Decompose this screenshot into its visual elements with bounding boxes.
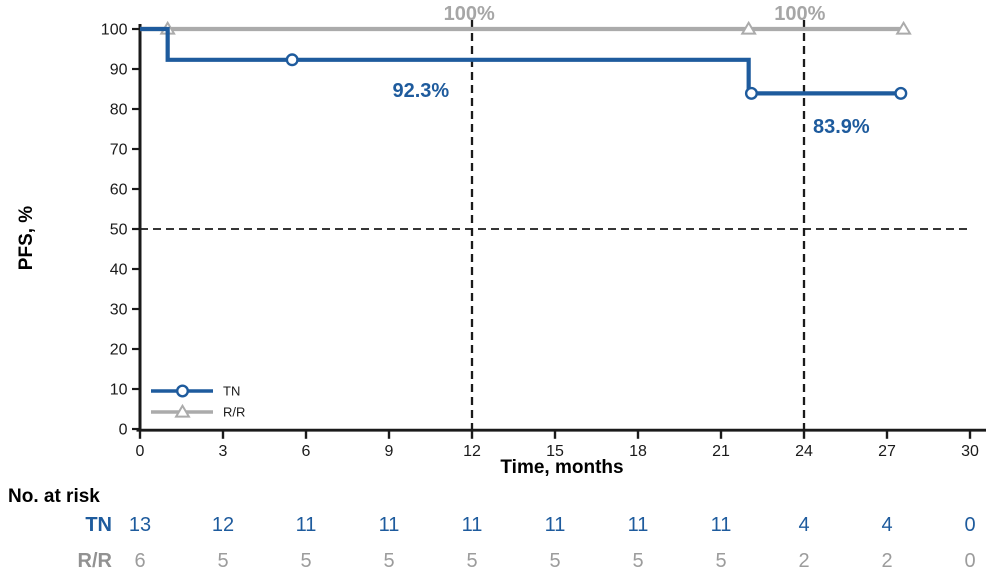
y-tick-label: 80	[110, 102, 128, 119]
x-tick-label: 24	[795, 443, 813, 460]
y-axis-title: PFS, %	[16, 206, 37, 271]
risk-table-title: No. at risk	[8, 486, 100, 507]
risk-count: 5	[383, 550, 394, 572]
risk-count: 2	[798, 550, 809, 572]
censor-circle-marker	[894, 86, 908, 100]
censor-triangle-marker	[174, 403, 191, 418]
series-lines	[140, 20, 912, 100]
x-tick-label: 18	[629, 443, 647, 460]
risk-count: 4	[881, 514, 892, 536]
axes: 0 10 20 30 40 50 60 70 80 90 100 0 3 6 9 12 15 18 21 24 27 30	[101, 22, 986, 460]
x-tick-label: 15	[546, 443, 564, 460]
y-tick-label: 90	[110, 62, 128, 79]
legend: TN R/R	[151, 384, 245, 420]
x-tick-label: 9	[385, 443, 394, 460]
y-tick-label: 100	[101, 22, 128, 39]
milestone-label: 100%	[444, 3, 495, 25]
y-tick-label: 0	[119, 422, 128, 439]
risk-count: 4	[798, 514, 809, 536]
risk-row-label-R/R: R/R	[78, 550, 113, 572]
x-tick-label: 30	[961, 443, 979, 460]
risk-count: 5	[300, 550, 311, 572]
y-tick-label: 60	[110, 182, 128, 199]
risk-count: 5	[632, 550, 643, 572]
risk-count: 5	[549, 550, 560, 572]
y-tick-label: 50	[110, 222, 128, 239]
risk-count: 12	[212, 514, 234, 536]
series-line-TN	[140, 26, 901, 96]
x-axis-title: Time, months	[500, 457, 623, 478]
milestone-label: 100%	[774, 3, 825, 25]
censor-circle-marker	[285, 53, 299, 67]
risk-count: 0	[964, 514, 975, 536]
risk-row-label-TN: TN	[85, 514, 112, 536]
y-tick-label: 70	[110, 142, 128, 159]
censor-triangle-marker	[895, 20, 912, 35]
risk-count: 0	[964, 550, 975, 572]
risk-count: 5	[217, 550, 228, 572]
x-tick-label: 3	[219, 443, 228, 460]
y-tick-label: 30	[110, 302, 128, 319]
y-tick-label: 20	[110, 342, 128, 359]
reference-lines	[140, 20, 970, 430]
x-tick-label: 0	[136, 443, 145, 460]
censor-triangle-marker	[740, 20, 757, 35]
x-tick-label: 27	[878, 443, 896, 460]
legend-label-TN: TN	[223, 384, 240, 399]
risk-table: No. at risk TN 13 12 11 11 11 11 11 11 4 4 0 R/R 6 5 5 5…	[8, 486, 976, 572]
risk-count: 11	[462, 514, 483, 536]
censor-circle-marker	[744, 86, 758, 100]
y-tick-label: 40	[110, 262, 128, 279]
y-tick-label: 10	[110, 382, 128, 399]
annotations: 100% 100% 92.3% 83.9%	[392, 3, 869, 138]
milestone-label: 92.3%	[392, 80, 449, 102]
risk-count: 11	[545, 514, 566, 536]
risk-count: 11	[628, 514, 649, 536]
x-tick-label: 12	[463, 443, 481, 460]
x-tick-label: 6	[302, 443, 311, 460]
censor-circle-marker	[175, 384, 189, 398]
x-tick-label: 21	[712, 443, 730, 460]
risk-count: 5	[715, 550, 726, 572]
risk-count: 11	[711, 514, 732, 536]
risk-count: 13	[129, 514, 151, 536]
legend-label-R/R: R/R	[223, 405, 245, 420]
risk-count: 11	[296, 514, 317, 536]
risk-count: 5	[466, 550, 477, 572]
risk-count: 6	[134, 550, 145, 572]
risk-count: 11	[379, 514, 400, 536]
risk-count: 2	[881, 550, 892, 572]
milestone-label: 83.9%	[813, 116, 870, 138]
